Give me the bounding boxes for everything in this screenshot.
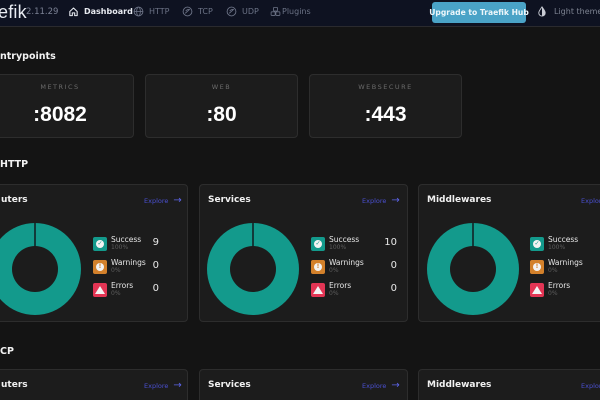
nav-tcp[interactable]: TCP	[182, 6, 213, 17]
middlewares-donut-chart	[427, 223, 519, 315]
nav-dashboard[interactable]: Dashboard	[68, 6, 133, 17]
legend-success: ✓ Success 100% 10	[311, 235, 401, 259]
nav-label: TCP	[198, 7, 213, 16]
entrypoint-card-web: WEB :80	[145, 74, 298, 138]
check-circle-icon: ✓	[311, 237, 325, 251]
nav-label: Plugins	[282, 7, 311, 16]
plugins-icon	[270, 6, 281, 16]
explore-label: Explore	[362, 381, 387, 390]
nav-plugins[interactable]: Plugins	[270, 6, 311, 17]
legend-warnings: ! Warnings 0% 0	[93, 258, 183, 282]
http-section-title: HTTP	[0, 159, 29, 170]
tcp-middlewares-card: Middlewares Explore→	[418, 369, 600, 400]
routers-donut-chart	[0, 223, 81, 315]
tcp-section-title: CP	[0, 346, 14, 357]
explore-services-link[interactable]: Explore →	[362, 195, 400, 206]
entrypoint-name: WEB	[211, 83, 232, 91]
traefik-logo[interactable]: efik	[0, 2, 27, 22]
theme-label: Light theme	[554, 7, 600, 16]
warning-circle-icon: !	[93, 260, 107, 274]
explore-routers-link[interactable]: Explore →	[144, 195, 182, 206]
status-legend: ✓ Success 100% 9 ! Warnings 0% 0 Errors …	[93, 235, 183, 305]
nav-label: Dashboard	[84, 7, 133, 16]
http-routers-card: uters Explore → ✓ Success 100% 9 ! Warnin…	[0, 184, 188, 322]
legend-warnings: ! Warnings 0% 0	[311, 258, 401, 282]
explore-label: Explore	[581, 196, 600, 205]
card-title: uters	[1, 380, 28, 390]
nav-http[interactable]: HTTP	[133, 6, 169, 17]
card-title: Services	[208, 195, 251, 205]
entrypoint-port: :80	[206, 103, 237, 126]
upgrade-to-traefik-hub-button[interactable]: Upgrade to Traefik Hub	[429, 2, 529, 23]
legend-warnings: ! Warnings 0%	[530, 258, 600, 282]
legend-errors: Errors 0% 0	[311, 281, 401, 305]
card-title: Middlewares	[427, 380, 492, 390]
nav-label: HTTP	[149, 7, 170, 16]
entrypoint-port: :443	[364, 103, 407, 126]
udp-icon	[226, 6, 237, 17]
home-icon	[69, 7, 78, 17]
services-donut-chart	[207, 223, 299, 315]
explore-tcp-middlewares-link[interactable]: Explore→	[581, 380, 600, 391]
explore-tcp-services-link[interactable]: Explore →	[362, 380, 400, 391]
check-circle-icon: ✓	[93, 237, 107, 251]
card-title: Middlewares	[427, 195, 492, 205]
nav-udp[interactable]: UDP	[226, 6, 259, 17]
arrow-right-icon: →	[173, 195, 182, 206]
entrypoint-card-metrics: METRICS :8082	[0, 74, 134, 138]
legend-errors: Errors 0% 0	[93, 281, 183, 305]
warning-circle-icon: !	[311, 260, 325, 274]
arrow-right-icon: →	[391, 380, 400, 391]
explore-label: Explore	[144, 196, 169, 205]
arrow-right-icon: →	[391, 195, 400, 206]
explore-label: Explore	[144, 381, 169, 390]
tcp-routers-card: uters Explore →	[0, 369, 188, 400]
entrypoint-name: WEBSECURE	[358, 83, 413, 91]
legend-errors: Errors 0%	[530, 281, 600, 305]
entrypoint-card-websecure: WEBSECURE :443	[309, 74, 462, 138]
top-navigation-bar: efik 2.11.29 Dashboard HTTP TCP UDP Plug…	[0, 0, 600, 27]
card-title: uters	[1, 195, 28, 205]
arrow-right-icon: →	[173, 380, 182, 391]
warning-circle-icon: !	[530, 260, 544, 274]
nav-label: UDP	[242, 7, 259, 16]
legend-success: ✓ Success 100%	[530, 235, 600, 259]
version-label: 2.11.29	[26, 7, 59, 17]
http-services-card: Services Explore → ✓ Success 100% 10 ! Wa…	[199, 184, 408, 322]
tcp-services-card: Services Explore →	[199, 369, 408, 400]
status-legend: ✓ Success 100% ! Warnings 0% Errors 0%	[530, 235, 600, 305]
legend-success: ✓ Success 100% 9	[93, 235, 183, 259]
card-title: Services	[208, 380, 251, 390]
explore-tcp-routers-link[interactable]: Explore →	[144, 380, 182, 391]
globe-icon	[133, 6, 144, 17]
status-legend: ✓ Success 100% 10 ! Warnings 0% 0 Errors…	[311, 235, 401, 305]
alert-triangle-icon	[530, 283, 544, 297]
explore-label: Explore	[362, 196, 387, 205]
check-circle-icon: ✓	[530, 237, 544, 251]
tcp-icon	[182, 6, 193, 17]
explore-middlewares-link[interactable]: Explore→	[581, 195, 600, 206]
alert-triangle-icon	[93, 283, 107, 297]
light-theme-toggle[interactable]: Light theme	[537, 6, 600, 17]
explore-label: Explore	[581, 381, 600, 390]
entrypoints-section-title: ntrypoints	[0, 51, 56, 62]
http-middlewares-card: Middlewares Explore→ ✓ Success 100% ! Wa…	[418, 184, 600, 322]
alert-triangle-icon	[311, 283, 325, 297]
theme-drop-icon	[538, 6, 546, 17]
entrypoint-port: :8082	[33, 103, 87, 126]
entrypoint-name: METRICS	[40, 83, 80, 91]
